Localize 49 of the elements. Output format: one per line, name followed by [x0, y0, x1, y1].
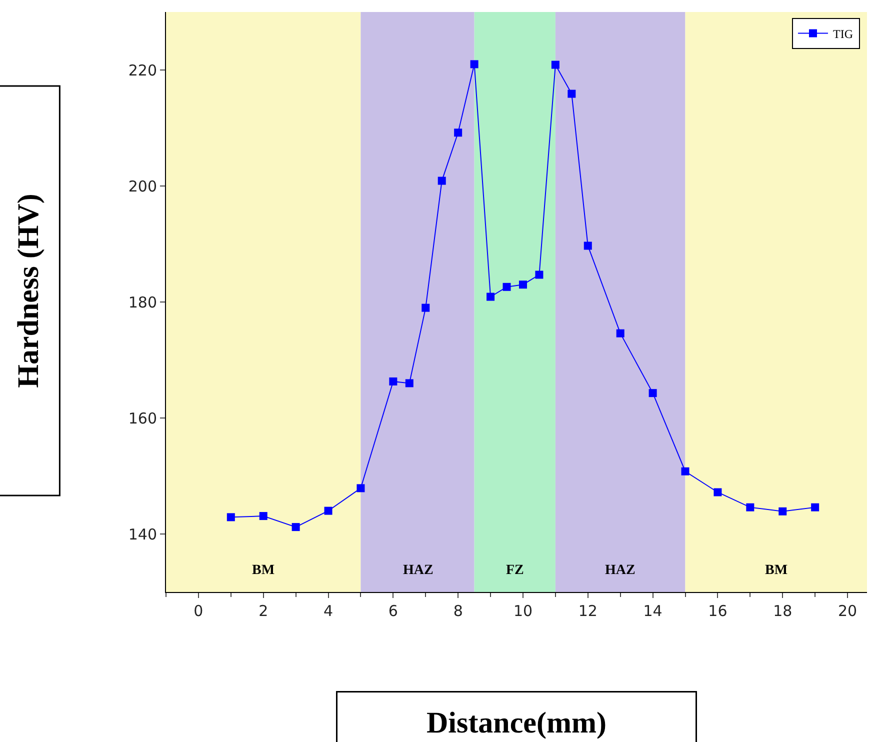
point — [584, 242, 592, 250]
point — [502, 282, 511, 291]
point — [811, 503, 820, 512]
x-axis-title: Distance(mm) — [426, 706, 606, 740]
point — [454, 128, 462, 137]
x-tick-label: 6 — [388, 602, 398, 620]
band-label: BM — [765, 563, 788, 578]
point — [778, 507, 787, 516]
point — [616, 329, 624, 338]
point — [292, 523, 300, 532]
legend-label: TIG — [832, 26, 854, 41]
band-label: HAZ — [403, 563, 434, 578]
point — [389, 377, 398, 386]
y-tick-label: 160 — [128, 409, 157, 428]
band-label: FZ — [506, 563, 524, 578]
point — [486, 292, 495, 301]
point — [226, 513, 235, 522]
point — [324, 506, 332, 515]
point — [535, 270, 544, 279]
point — [356, 484, 365, 492]
point — [551, 60, 560, 69]
y-tick-label: 180 — [128, 293, 157, 312]
band-label: BM — [252, 563, 275, 578]
point — [470, 60, 478, 68]
point — [259, 512, 268, 520]
point — [681, 467, 690, 476]
point — [405, 379, 414, 388]
y-tick-label: 220 — [128, 61, 157, 80]
x-tick-label: 18 — [773, 602, 792, 620]
point — [422, 304, 430, 312]
x-tick-label: 4 — [323, 602, 334, 620]
x-tick-label: 14 — [643, 602, 662, 620]
x-tick-label: 20 — [838, 602, 858, 620]
point — [568, 90, 576, 98]
point — [438, 176, 446, 185]
point — [648, 389, 657, 398]
x-tick-label: 12 — [578, 602, 598, 620]
point — [518, 280, 527, 289]
x-tick-label: 2 — [258, 602, 268, 620]
x-tick-label: 10 — [513, 602, 533, 620]
y-axis-title: Hardness (HV) — [12, 194, 45, 388]
x-tick-label: 8 — [453, 602, 463, 620]
band-label: HAZ — [605, 563, 636, 578]
point — [714, 488, 722, 496]
y-tick-label: 200 — [128, 177, 157, 196]
point — [746, 503, 754, 512]
x-tick-label: 16 — [708, 602, 728, 620]
x-tick-label: 0 — [194, 602, 204, 620]
y-tick-label: 140 — [128, 525, 157, 544]
